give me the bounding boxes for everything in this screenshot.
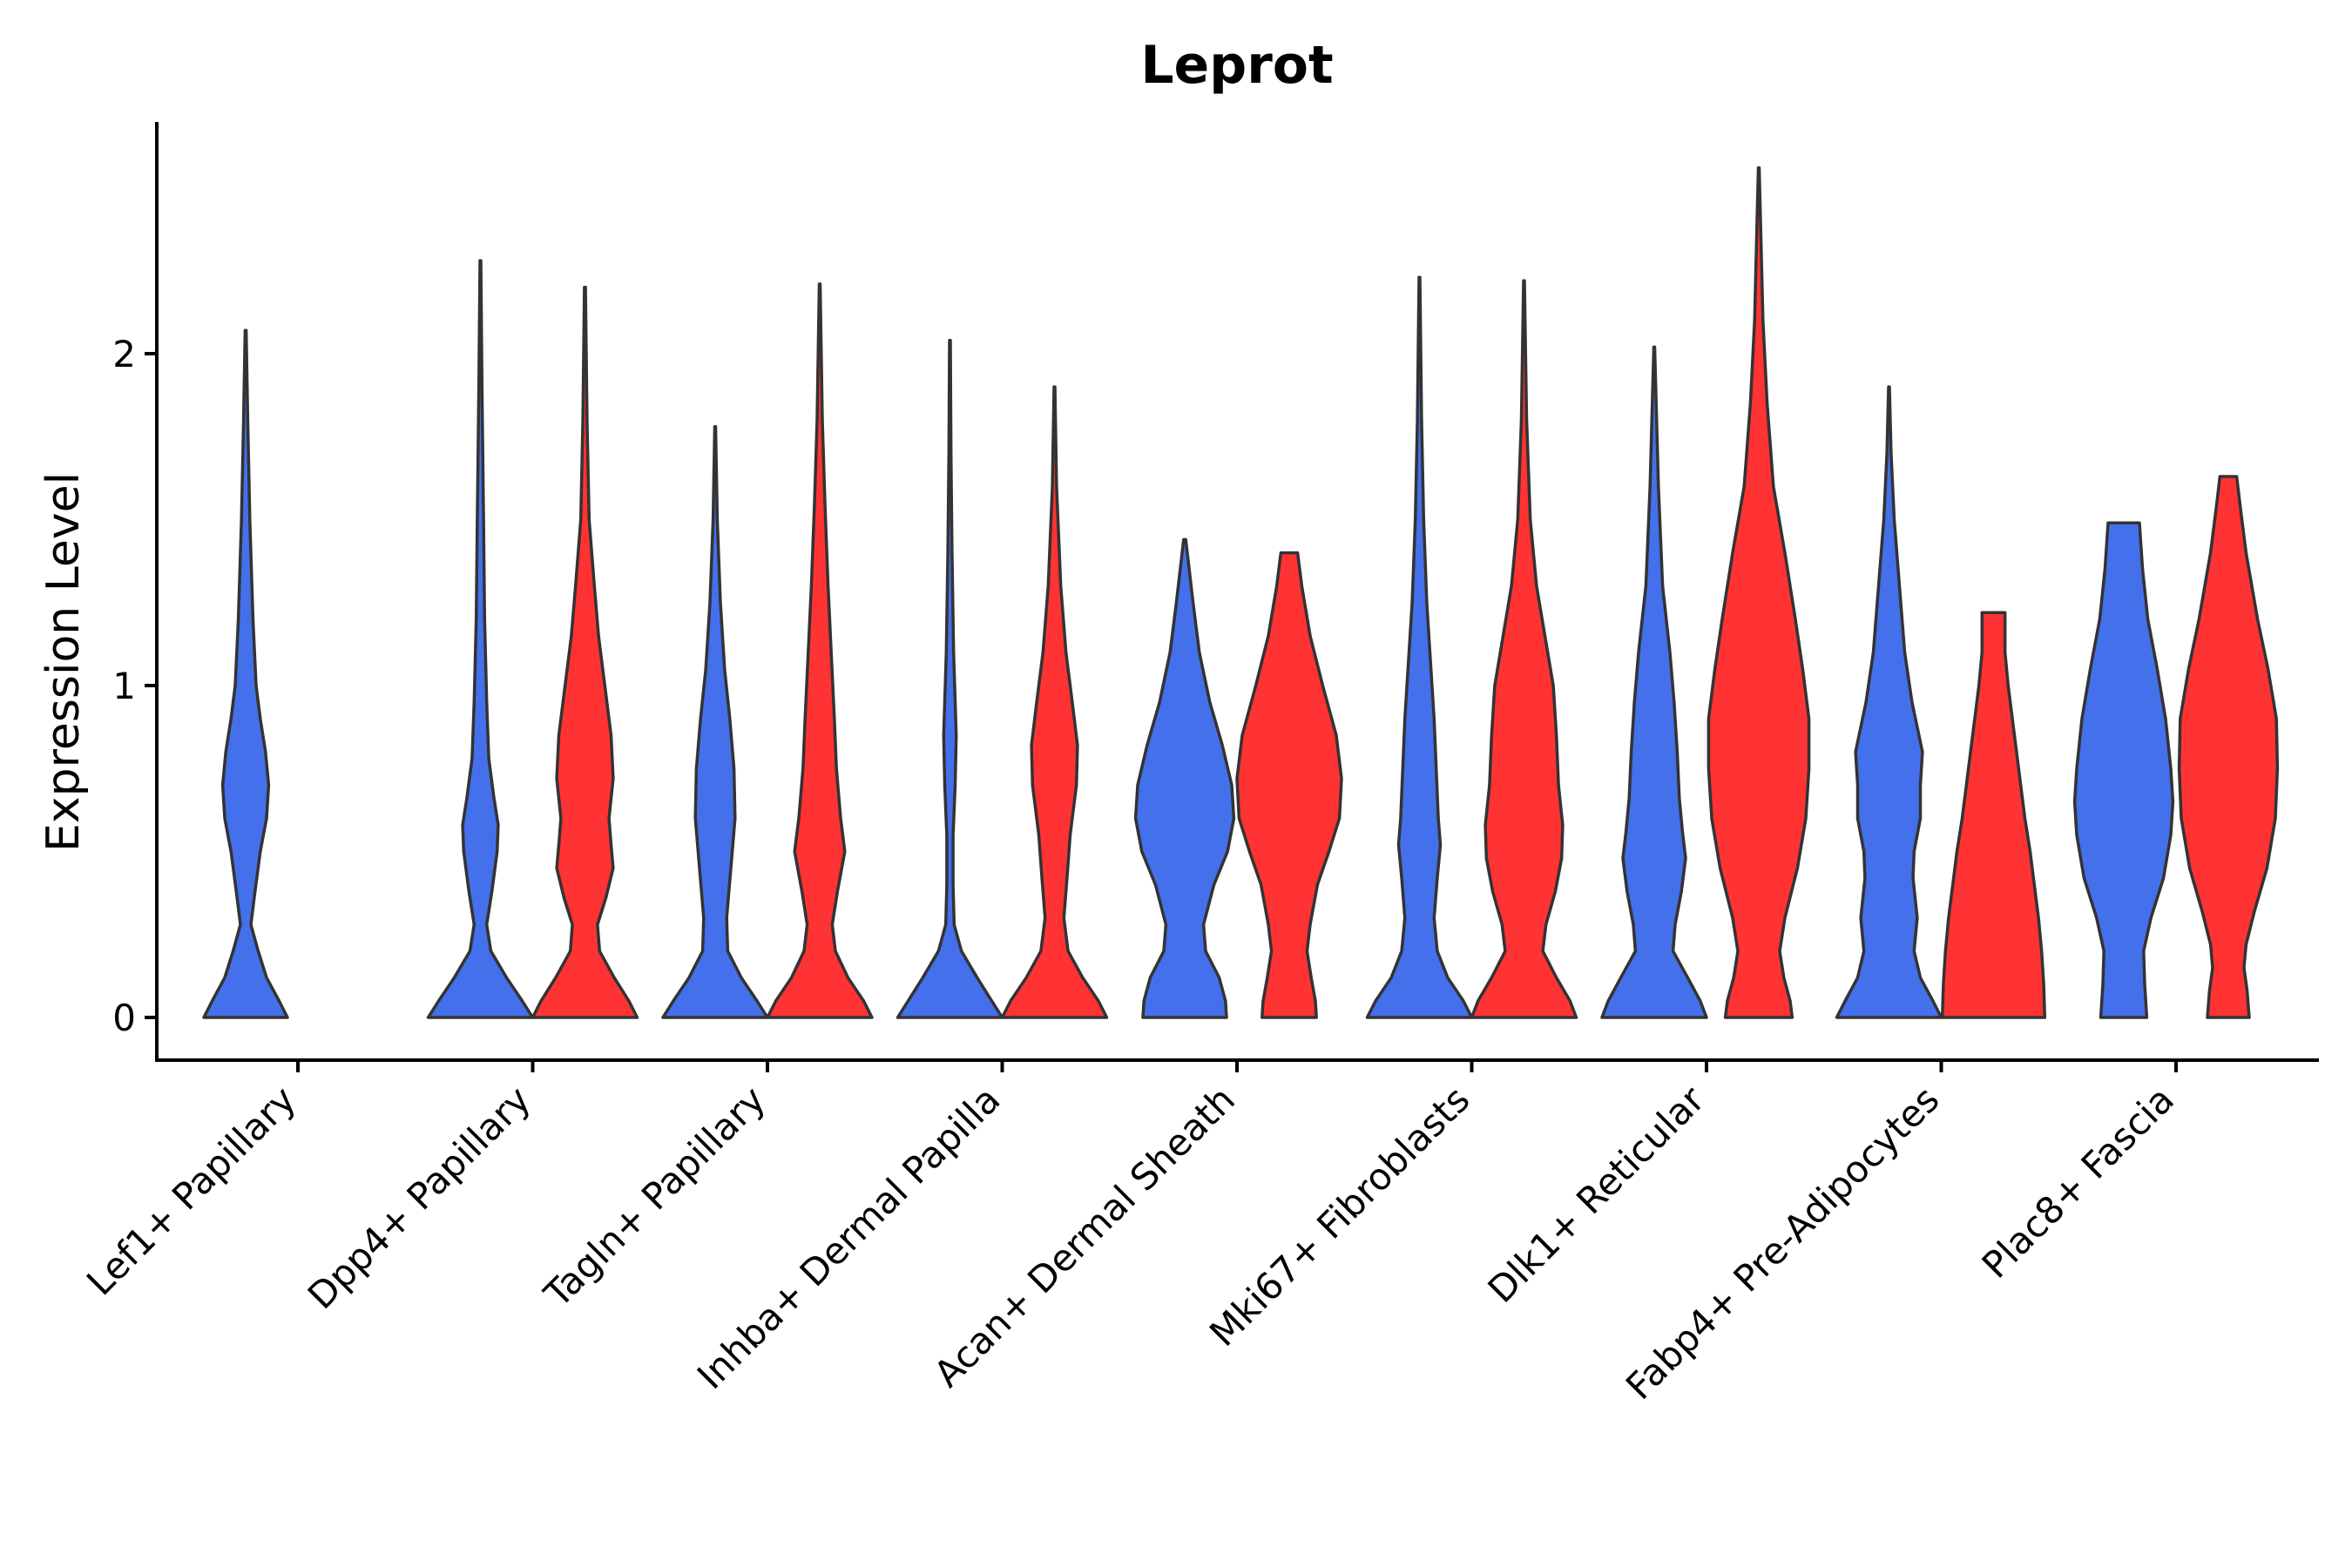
y-tick-label: 1 [112,665,136,707]
violin-inhba-dermal-papilla-red [1000,385,1109,1019]
violin-tagln-papillary-red [766,282,874,1019]
x-tick-label-plac8-fascia: Plac8+ Fascia [1974,1078,2182,1286]
x-tick-label-lef1-papillary: Lef1+ Papillary [78,1078,304,1303]
violin-lef1-papillary-blue [202,328,289,1019]
x-tick-label-dlk1-reticular: Dlk1+ Reticular [1480,1078,1713,1311]
violin-dpp4-papillary-red [531,286,639,1019]
violin-mki67-fibroblasts-red [1470,279,1578,1019]
x-tick-label-dpp4-papillary: Dpp4+ Papillary [300,1078,539,1317]
violin-dlk1-reticular-red [1707,166,1811,1019]
violin-plac8-fascia-blue [2072,521,2175,1019]
x-tick-label-mki67-fibroblasts: Mki67+ Fibroblasts [1201,1078,1477,1354]
y-axis-ticks: 0 1 2 [112,333,157,1039]
y-tick-label: 0 [112,997,136,1039]
violin-plac8-fascia-red [2177,475,2280,1019]
violin-fabp4-pre-adipocytes-blue [1835,385,1943,1019]
violin-tagln-papillary-blue [661,425,769,1019]
x-tick-label-tagln-papillary: Tagln+ Papillary [536,1078,774,1315]
chart-title: Leprot [1140,35,1333,96]
violin-mki67-fibroblasts-blue [1365,275,1474,1019]
violin-acan-dermal-sheath-blue [1133,537,1236,1019]
y-axis-label: Expression Level [37,472,90,852]
violin-dlk1-reticular-blue [1600,345,1708,1019]
y-tick-label: 2 [112,333,136,375]
violin-inhba-dermal-papilla-blue [896,339,1004,1019]
violins-layer [202,166,2280,1019]
violin-dpp4-papillary-blue [426,259,535,1019]
violin-fabp4-pre-adipocytes-red [1940,611,2047,1019]
violin-acan-dermal-sheath-red [1235,551,1343,1019]
